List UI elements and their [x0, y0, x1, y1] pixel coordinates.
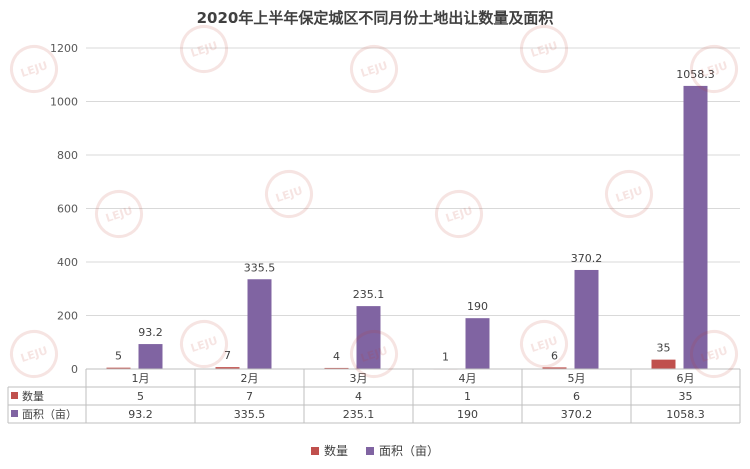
category-label: 6月: [677, 372, 695, 385]
category-label: 4月: [459, 372, 477, 385]
legend-item: 数量: [310, 442, 348, 459]
y-tick-label: 400: [57, 256, 78, 269]
legend-label: 数量: [323, 444, 348, 458]
table-cell: 5: [137, 390, 144, 403]
data-label: 1058.3: [676, 68, 715, 81]
table-cell: 1: [464, 390, 471, 403]
table-cell: 1058.3: [666, 408, 705, 421]
table-cell: 190: [457, 408, 478, 421]
y-tick-label: 600: [57, 203, 78, 216]
category-label: 5月: [568, 372, 586, 385]
table-cell: 35: [679, 390, 693, 403]
table-legend-key: [11, 392, 18, 399]
bar: [465, 318, 490, 369]
table-cell: 4: [355, 390, 362, 403]
category-label: 1月: [132, 372, 150, 385]
bar: [356, 306, 381, 369]
data-label: 190: [467, 300, 488, 313]
table-cell: 6: [573, 390, 580, 403]
y-tick-label: 1200: [50, 42, 78, 55]
table-cell: 370.2: [561, 408, 593, 421]
y-tick-label: 200: [57, 310, 78, 323]
table-cell: 93.2: [128, 408, 153, 421]
legend-swatch: [310, 446, 319, 455]
data-label: 35: [657, 342, 671, 355]
data-label: 370.2: [571, 252, 603, 265]
y-tick-label: 800: [57, 149, 78, 162]
data-label: 5: [115, 350, 122, 363]
data-label: 7: [224, 349, 231, 362]
table-cell: 335.5: [234, 408, 266, 421]
table-series-name: 面积（亩）: [22, 407, 77, 421]
bar: [106, 367, 131, 369]
data-label: 93.2: [138, 326, 163, 339]
bar-chart: 0 200 400 600 800 1000 1200 5 7 4 1 6 35 93.2 335.5 235…: [7, 42, 741, 424]
y-tick-label: 1000: [50, 96, 78, 109]
bar: [247, 279, 272, 369]
table-legend-key: [11, 410, 18, 417]
bar: [574, 269, 599, 369]
bar: [324, 367, 349, 369]
legend-label: 面积（亩）: [379, 444, 440, 458]
data-label: 4: [333, 350, 340, 363]
table-cell: 235.1: [343, 408, 375, 421]
legend-swatch: [366, 446, 374, 455]
data-label: 1: [442, 351, 449, 364]
legend: 数量 面积（亩）: [0, 442, 750, 459]
category-label: 2月: [241, 372, 259, 385]
chart-title: 2020年上半年保定城区不同月份土地出让数量及面积: [196, 9, 554, 27]
data-label: 6: [551, 349, 558, 362]
bar: [138, 344, 163, 369]
bar: [651, 359, 676, 369]
legend-item: 面积（亩）: [366, 442, 439, 459]
category-label: 3月: [350, 372, 368, 385]
bar: [683, 85, 708, 369]
bar: [542, 367, 567, 369]
data-label: 335.5: [244, 261, 276, 274]
data-label: 235.1: [353, 288, 385, 301]
y-tick-label: 0: [71, 363, 78, 376]
table-cell: 7: [246, 390, 253, 403]
bar: [215, 367, 240, 369]
table-series-name: 数量: [22, 390, 44, 403]
